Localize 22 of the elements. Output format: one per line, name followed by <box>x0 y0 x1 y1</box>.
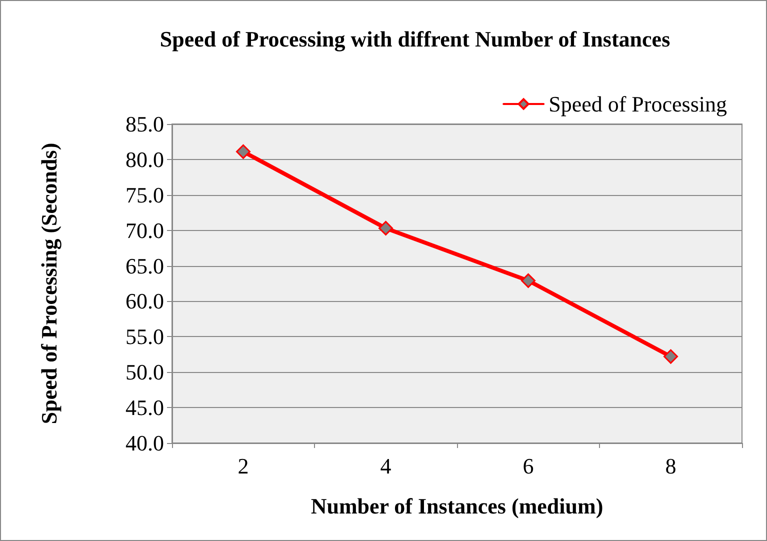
x-tick-label: 6 <box>522 454 534 478</box>
y-tick-label: 65.0 <box>126 253 164 278</box>
y-tick-label: 45.0 <box>126 395 164 420</box>
y-tick-label: 85.0 <box>126 112 164 136</box>
y-axis-title: Speed of Processing (Seconds) <box>36 142 62 424</box>
point <box>521 273 536 288</box>
y-tick-label: 55.0 <box>126 324 164 350</box>
y-tick-label: 40.0 <box>126 430 164 456</box>
x-tick-label: 8 <box>665 454 676 478</box>
y-tick-label: 60.0 <box>126 288 164 314</box>
chart-title: Speed of Processing with diffrent Number of Instances <box>160 26 671 52</box>
x-axis-title: Number of Instances (medium) <box>310 494 604 518</box>
y-tick-label: 80.0 <box>126 146 164 172</box>
y-tick-label: 75.0 <box>126 182 164 208</box>
x-tick-label: 4 <box>380 454 392 478</box>
y-tick-label: 70.0 <box>126 218 164 243</box>
point <box>664 349 678 364</box>
point <box>236 144 250 159</box>
x-tick-label: 2 <box>238 454 249 478</box>
y-tick-label: 50.0 <box>126 360 164 385</box>
point <box>378 220 393 236</box>
legend-label: Speed of Processing <box>548 92 728 116</box>
